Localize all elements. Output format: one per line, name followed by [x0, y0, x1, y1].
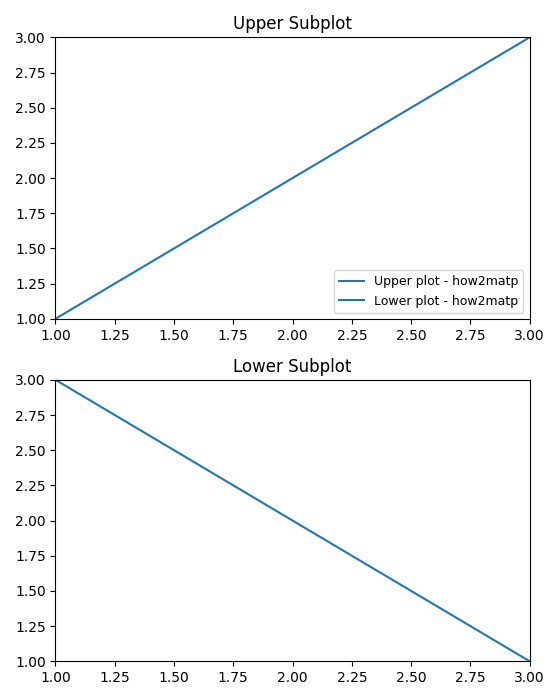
Lower plot - how2matp	[52, 376, 59, 384]
Legend: Upper plot - how2matp, Lower plot - how2matp: Upper plot - how2matp, Lower plot - how2…	[334, 270, 524, 312]
Lower plot - how2matp	[526, 657, 533, 666]
Lower plot - how2matp	[81, 393, 87, 401]
Title: Upper Subplot: Upper Subplot	[233, 15, 352, 33]
Lower plot - how2matp	[141, 428, 147, 436]
Lower plot - how2matp	[502, 643, 509, 651]
Upper plot - how2matp	[179, 239, 185, 248]
Lower plot - how2matp	[486, 633, 493, 641]
Upper plot - how2matp	[71, 303, 78, 312]
Title: Lower Subplot: Lower Subplot	[234, 358, 352, 375]
Lower plot - how2matp	[179, 451, 185, 459]
Line: Upper plot - how2matp: Upper plot - how2matp	[55, 37, 530, 319]
Upper plot - how2matp	[502, 48, 509, 56]
Upper plot - how2matp	[486, 57, 493, 66]
Upper plot - how2matp	[141, 262, 147, 271]
Upper plot - how2matp	[52, 314, 59, 323]
Lower plot - how2matp	[71, 387, 78, 395]
Upper plot - how2matp	[81, 298, 87, 306]
Line: Lower plot - how2matp: Lower plot - how2matp	[55, 380, 530, 662]
Upper plot - how2matp	[526, 33, 533, 41]
